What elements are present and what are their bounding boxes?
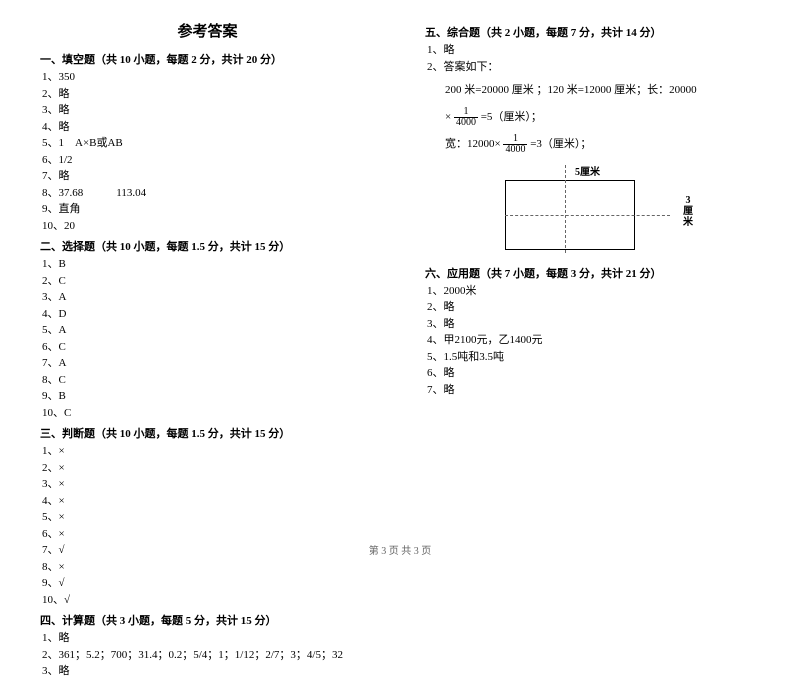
left-column: 参考答案 一、填空题（共 10 小题，每题 2 分，共计 20 分） 1、350… [40,20,375,680]
label-char: 3 [683,195,693,206]
s1-item: 8、37.68 113.04 [42,185,375,202]
page-container: 参考答案 一、填空题（共 10 小题，每题 2 分，共计 20 分） 1、350… [40,20,760,680]
s3-item: 1、× [42,443,375,460]
section-2-header: 二、选择题（共 10 小题，每题 1.5 分，共计 15 分） [40,238,375,254]
s1-item: 2、略 [42,86,375,103]
s3-item: 8、× [42,559,375,576]
s1-item: 5、1 A×B或AB [42,135,375,152]
fraction-denominator: 4000 [454,118,478,128]
section-3-header: 三、判断题（共 10 小题，每题 1.5 分，共计 15 分） [40,425,375,441]
s3-item: 6、× [42,526,375,543]
diagram-dash-horizontal [505,215,670,216]
fraction: 1 4000 [503,134,527,155]
s6-item: 2、略 [427,299,760,316]
s6-item: 7、略 [427,382,760,399]
formula-text: =5（厘米）； [481,111,542,123]
formula-line-1: 200 米=20000 厘米 ；120 米=12000 厘米；长：20000 [445,81,760,101]
section-4-header: 四、计算题（共 3 小题，每题 5 分，共计 15 分） [40,612,375,628]
s3-item: 10、√ [42,592,375,609]
s4-item: 2、361；5.2；700；31.4；0.2；5/4；1；1/12；2/7；3；… [42,647,375,664]
formula-text: × [445,111,454,123]
s1-item: 6、1/2 [42,152,375,169]
formula-line-3: 宽：12000× 1 4000 =3（厘米）； [445,134,760,155]
section-5-header: 五、综合题（共 2 小题，每题 7 分，共计 14 分） [425,24,760,40]
fraction: 1 4000 [454,107,478,128]
s6-item: 5、1.5吨和3.5吨 [427,349,760,366]
formula-line-2: × 1 4000 =5（厘米）； [445,107,760,128]
s2-item: 6、C [42,339,375,356]
s3-item: 5、× [42,509,375,526]
s1-item: 4、略 [42,119,375,136]
s2-item: 8、C [42,372,375,389]
label-char: 厘 [683,206,693,217]
section-6-header: 六、应用题（共 7 小题，每题 3 分，共计 21 分） [425,265,760,281]
s2-item: 2、C [42,273,375,290]
s2-item: 9、B [42,388,375,405]
page-title: 参考答案 [40,20,375,41]
s2-item: 7、A [42,355,375,372]
s6-item: 4、甲2100元，乙1400元 [427,332,760,349]
s6-item: 1、2000米 [427,283,760,300]
label-char: 米 [683,217,693,228]
s3-item: 4、× [42,493,375,510]
fraction-denominator: 4000 [503,145,527,155]
s3-item: 2、× [42,460,375,477]
s1-item: 1、350 [42,69,375,86]
s5-item: 1、略 [427,42,760,59]
s6-item: 3、略 [427,316,760,333]
s2-item: 10、C [42,405,375,422]
section-1-header: 一、填空题（共 10 小题，每题 2 分，共计 20 分） [40,51,375,67]
s2-item: 4、D [42,306,375,323]
s3-item: 9、√ [42,575,375,592]
s6-item: 6、略 [427,365,760,382]
s1-item: 10、20 [42,218,375,235]
s1-item: 9、直角 [42,201,375,218]
s3-item: 3、× [42,476,375,493]
s5-item: 2、答案如下： [427,59,760,76]
s2-item: 5、A [42,322,375,339]
diagram-label-right: 3 厘 米 [683,195,693,228]
rectangle-diagram: 5厘米 3 厘 米 [505,165,685,255]
formula-text: =3（厘米）； [530,138,591,150]
formula-text: 宽：12000× [445,138,501,150]
formula-text: 200 米=20000 厘米 ；120 米=12000 厘米；长：20000 [445,84,697,96]
s1-item: 3、略 [42,102,375,119]
s4-item: 3、略 [42,663,375,680]
right-column: 五、综合题（共 2 小题，每题 7 分，共计 14 分） 1、略 2、答案如下：… [425,20,760,680]
page-footer: 第 3 页 共 3 页 [0,542,800,557]
s4-item: 1、略 [42,630,375,647]
diagram-dash-vertical [565,165,566,253]
diagram-label-top: 5厘米 [575,163,600,178]
s2-item: 1、B [42,256,375,273]
s1-item: 7、略 [42,168,375,185]
s2-item: 3、A [42,289,375,306]
